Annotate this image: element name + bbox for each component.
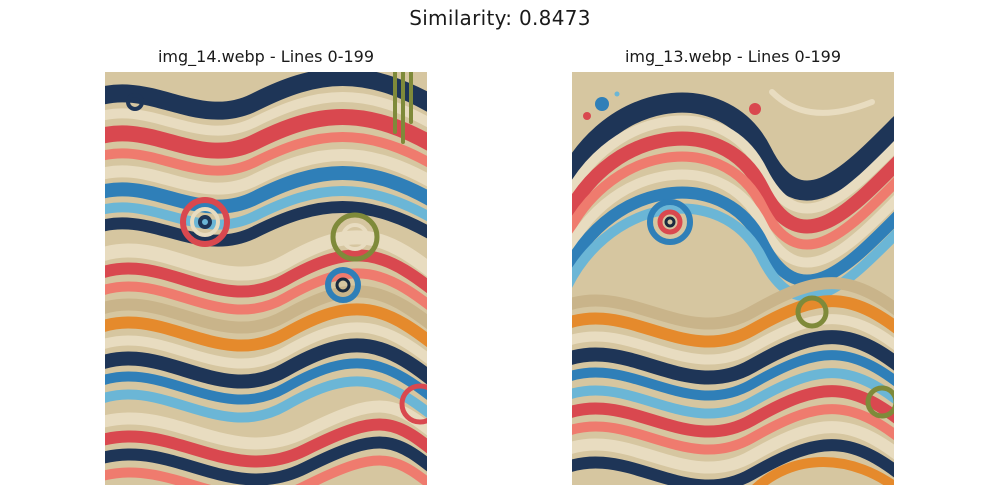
left-image: [105, 72, 427, 485]
right-wave-artwork: [572, 72, 894, 485]
right-image: [572, 72, 894, 485]
figure-title: Similarity: 0.8473: [409, 6, 591, 30]
left-wave-artwork: [105, 72, 427, 485]
left-panel-title: img_14.webp - Lines 0-199: [157, 47, 375, 66]
right-panel-title: img_13.webp - Lines 0-199: [624, 47, 842, 66]
